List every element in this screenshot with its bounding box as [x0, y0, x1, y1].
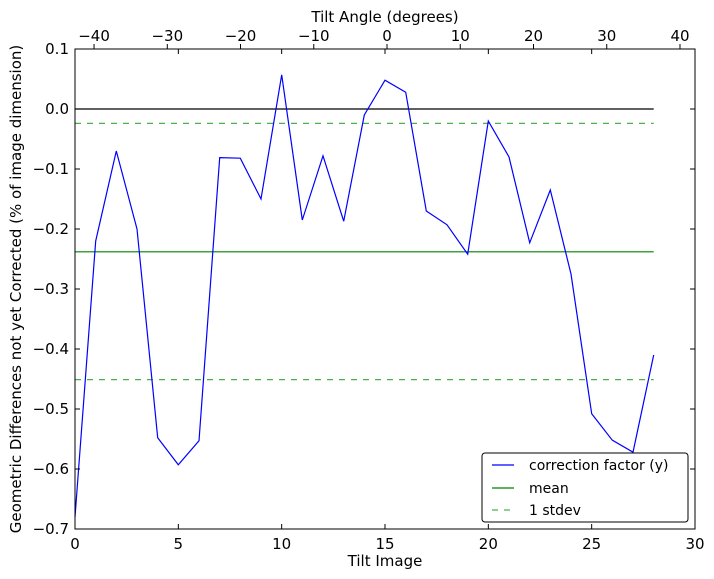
y-tick-label: −0.6: [33, 460, 69, 478]
legend-box: [481, 452, 689, 523]
series-lines: [74, 74, 655, 518]
x-tick-label: 25: [582, 535, 601, 553]
top-x-tick-label: −30: [151, 27, 183, 45]
y-axis-label: Geometric Differences not yet Corrected …: [7, 45, 25, 534]
y-tick-label: 0.1: [45, 40, 69, 58]
top-x-tick-label: −20: [225, 27, 257, 45]
x-tick-label: 20: [479, 535, 498, 553]
y-tick-label: −0.2: [33, 220, 69, 238]
top-x-tick-label: 10: [451, 27, 470, 45]
y-tick-label: 0.0: [45, 100, 69, 118]
y-tick-label: −0.7: [33, 520, 69, 538]
y-tick-label: −0.1: [33, 160, 69, 178]
legend-label-correction: correction factor (y): [529, 458, 668, 474]
x-tick-label: 15: [375, 535, 394, 553]
top-x-tick-label: −10: [298, 27, 330, 45]
legend-label-mean: mean: [529, 481, 569, 497]
x-tick-label: 0: [70, 535, 80, 553]
x-axis-label: Tilt Image: [347, 552, 423, 570]
top-x-tick-label: 20: [524, 27, 543, 45]
series-correction-factor-y: [74, 74, 655, 518]
x-tick-label: 30: [685, 535, 704, 553]
y-tick-label: −0.5: [33, 400, 69, 418]
top-x-tick-label: 40: [670, 27, 689, 45]
legend-label-stdev: 1 stdev: [529, 503, 581, 519]
top-x-axis-label: Tilt Angle (degrees): [310, 8, 458, 26]
ticks: 0 5 10 15 20 25 30 0.1 0.0 −0.1 −0.2 −0.3 −0.4 −0.5 −0…: [33, 27, 705, 553]
y-tick-label: −0.4: [33, 340, 69, 358]
x-tick-label: 5: [174, 535, 184, 553]
top-x-tick-label: −40: [78, 27, 110, 45]
top-x-tick-label: 0: [382, 27, 392, 45]
x-tick-label: 10: [272, 535, 291, 553]
y-tick-label: −0.3: [33, 280, 69, 298]
legend: correction factor (y) mean 1 stdev: [481, 452, 689, 523]
top-x-tick-label: 30: [597, 27, 616, 45]
